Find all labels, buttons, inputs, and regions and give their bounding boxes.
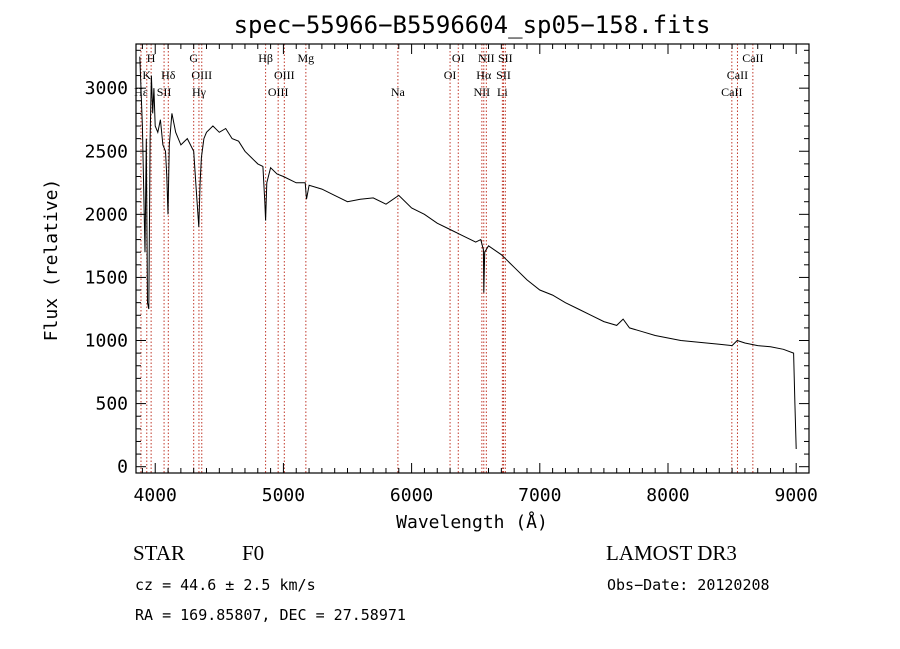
line-marker-lines bbox=[140, 44, 754, 473]
y-tick-label: 3000 bbox=[85, 78, 128, 99]
object-subclass: F0 bbox=[242, 541, 264, 565]
y-tick-label: 1000 bbox=[85, 331, 128, 352]
line-marker-label: CaII bbox=[727, 68, 748, 82]
y-tick-label: 500 bbox=[95, 394, 128, 415]
y-tick-label: 1500 bbox=[85, 267, 128, 288]
coordinates: RA = 169.85807, DEC = 27.58971 bbox=[135, 606, 406, 624]
x-tick-label: 7000 bbox=[518, 485, 561, 506]
x-axis-ticks: 4000 5000 6000 7000 8000 9000 bbox=[134, 44, 818, 506]
line-marker-label: Hα bbox=[476, 68, 492, 82]
x-tick-label: 9000 bbox=[775, 485, 818, 506]
line-marker-label: Hδ bbox=[161, 68, 176, 82]
line-marker-label: NII bbox=[478, 51, 495, 65]
y-tick-label: 2000 bbox=[85, 204, 128, 225]
line-marker-label: Mg bbox=[298, 51, 315, 65]
y-axis-ticks: 0 500 1000 1500 2000 2500 3000 bbox=[85, 49, 809, 478]
line-marker-label: SII bbox=[498, 51, 513, 65]
line-marker-label: NII bbox=[474, 85, 491, 99]
line-marker-label: CaII bbox=[742, 51, 763, 65]
line-marker-label: Li bbox=[497, 85, 508, 99]
plot-frame bbox=[135, 43, 810, 474]
line-marker-label: OI bbox=[452, 51, 465, 65]
line-marker-label: K bbox=[142, 68, 151, 82]
line-marker-label: OIII bbox=[274, 68, 295, 82]
y-tick-label: 0 bbox=[117, 457, 128, 478]
line-marker-label: OIII bbox=[268, 85, 289, 99]
line-marker-label: OI bbox=[444, 68, 457, 82]
line-marker-label: H bbox=[147, 51, 156, 65]
x-tick-label: 6000 bbox=[390, 485, 433, 506]
x-tick-label: 8000 bbox=[646, 485, 689, 506]
y-tick-label: 2500 bbox=[85, 141, 128, 162]
line-marker-label: OIII bbox=[191, 68, 212, 82]
obs-date: Obs−Date: 20120208 bbox=[607, 576, 770, 594]
spectrum-line bbox=[139, 56, 797, 450]
line-marker-label: Hβ bbox=[258, 51, 273, 65]
chart-title: spec−55966−B5596604_sp05−158.fits bbox=[234, 11, 711, 39]
survey-name: LAMOST DR3 bbox=[606, 541, 737, 565]
redshift-text: cz = 44.6 ± 2.5 km/s bbox=[135, 576, 316, 594]
y-axis-label: Flux (relative) bbox=[41, 179, 62, 342]
line-marker-label: G bbox=[189, 51, 198, 65]
line-marker-label: Hγ bbox=[192, 85, 207, 99]
x-tick-label: 5000 bbox=[262, 485, 305, 506]
line-marker-label: Na bbox=[391, 85, 406, 99]
object-class: STAR bbox=[133, 541, 185, 565]
x-axis-label: Wavelength (Å) bbox=[396, 511, 548, 533]
line-marker-label: SII bbox=[157, 85, 172, 99]
x-tick-label: 4000 bbox=[134, 485, 177, 506]
line-marker-label: CaII bbox=[721, 85, 742, 99]
line-marker-label: SII bbox=[496, 68, 511, 82]
